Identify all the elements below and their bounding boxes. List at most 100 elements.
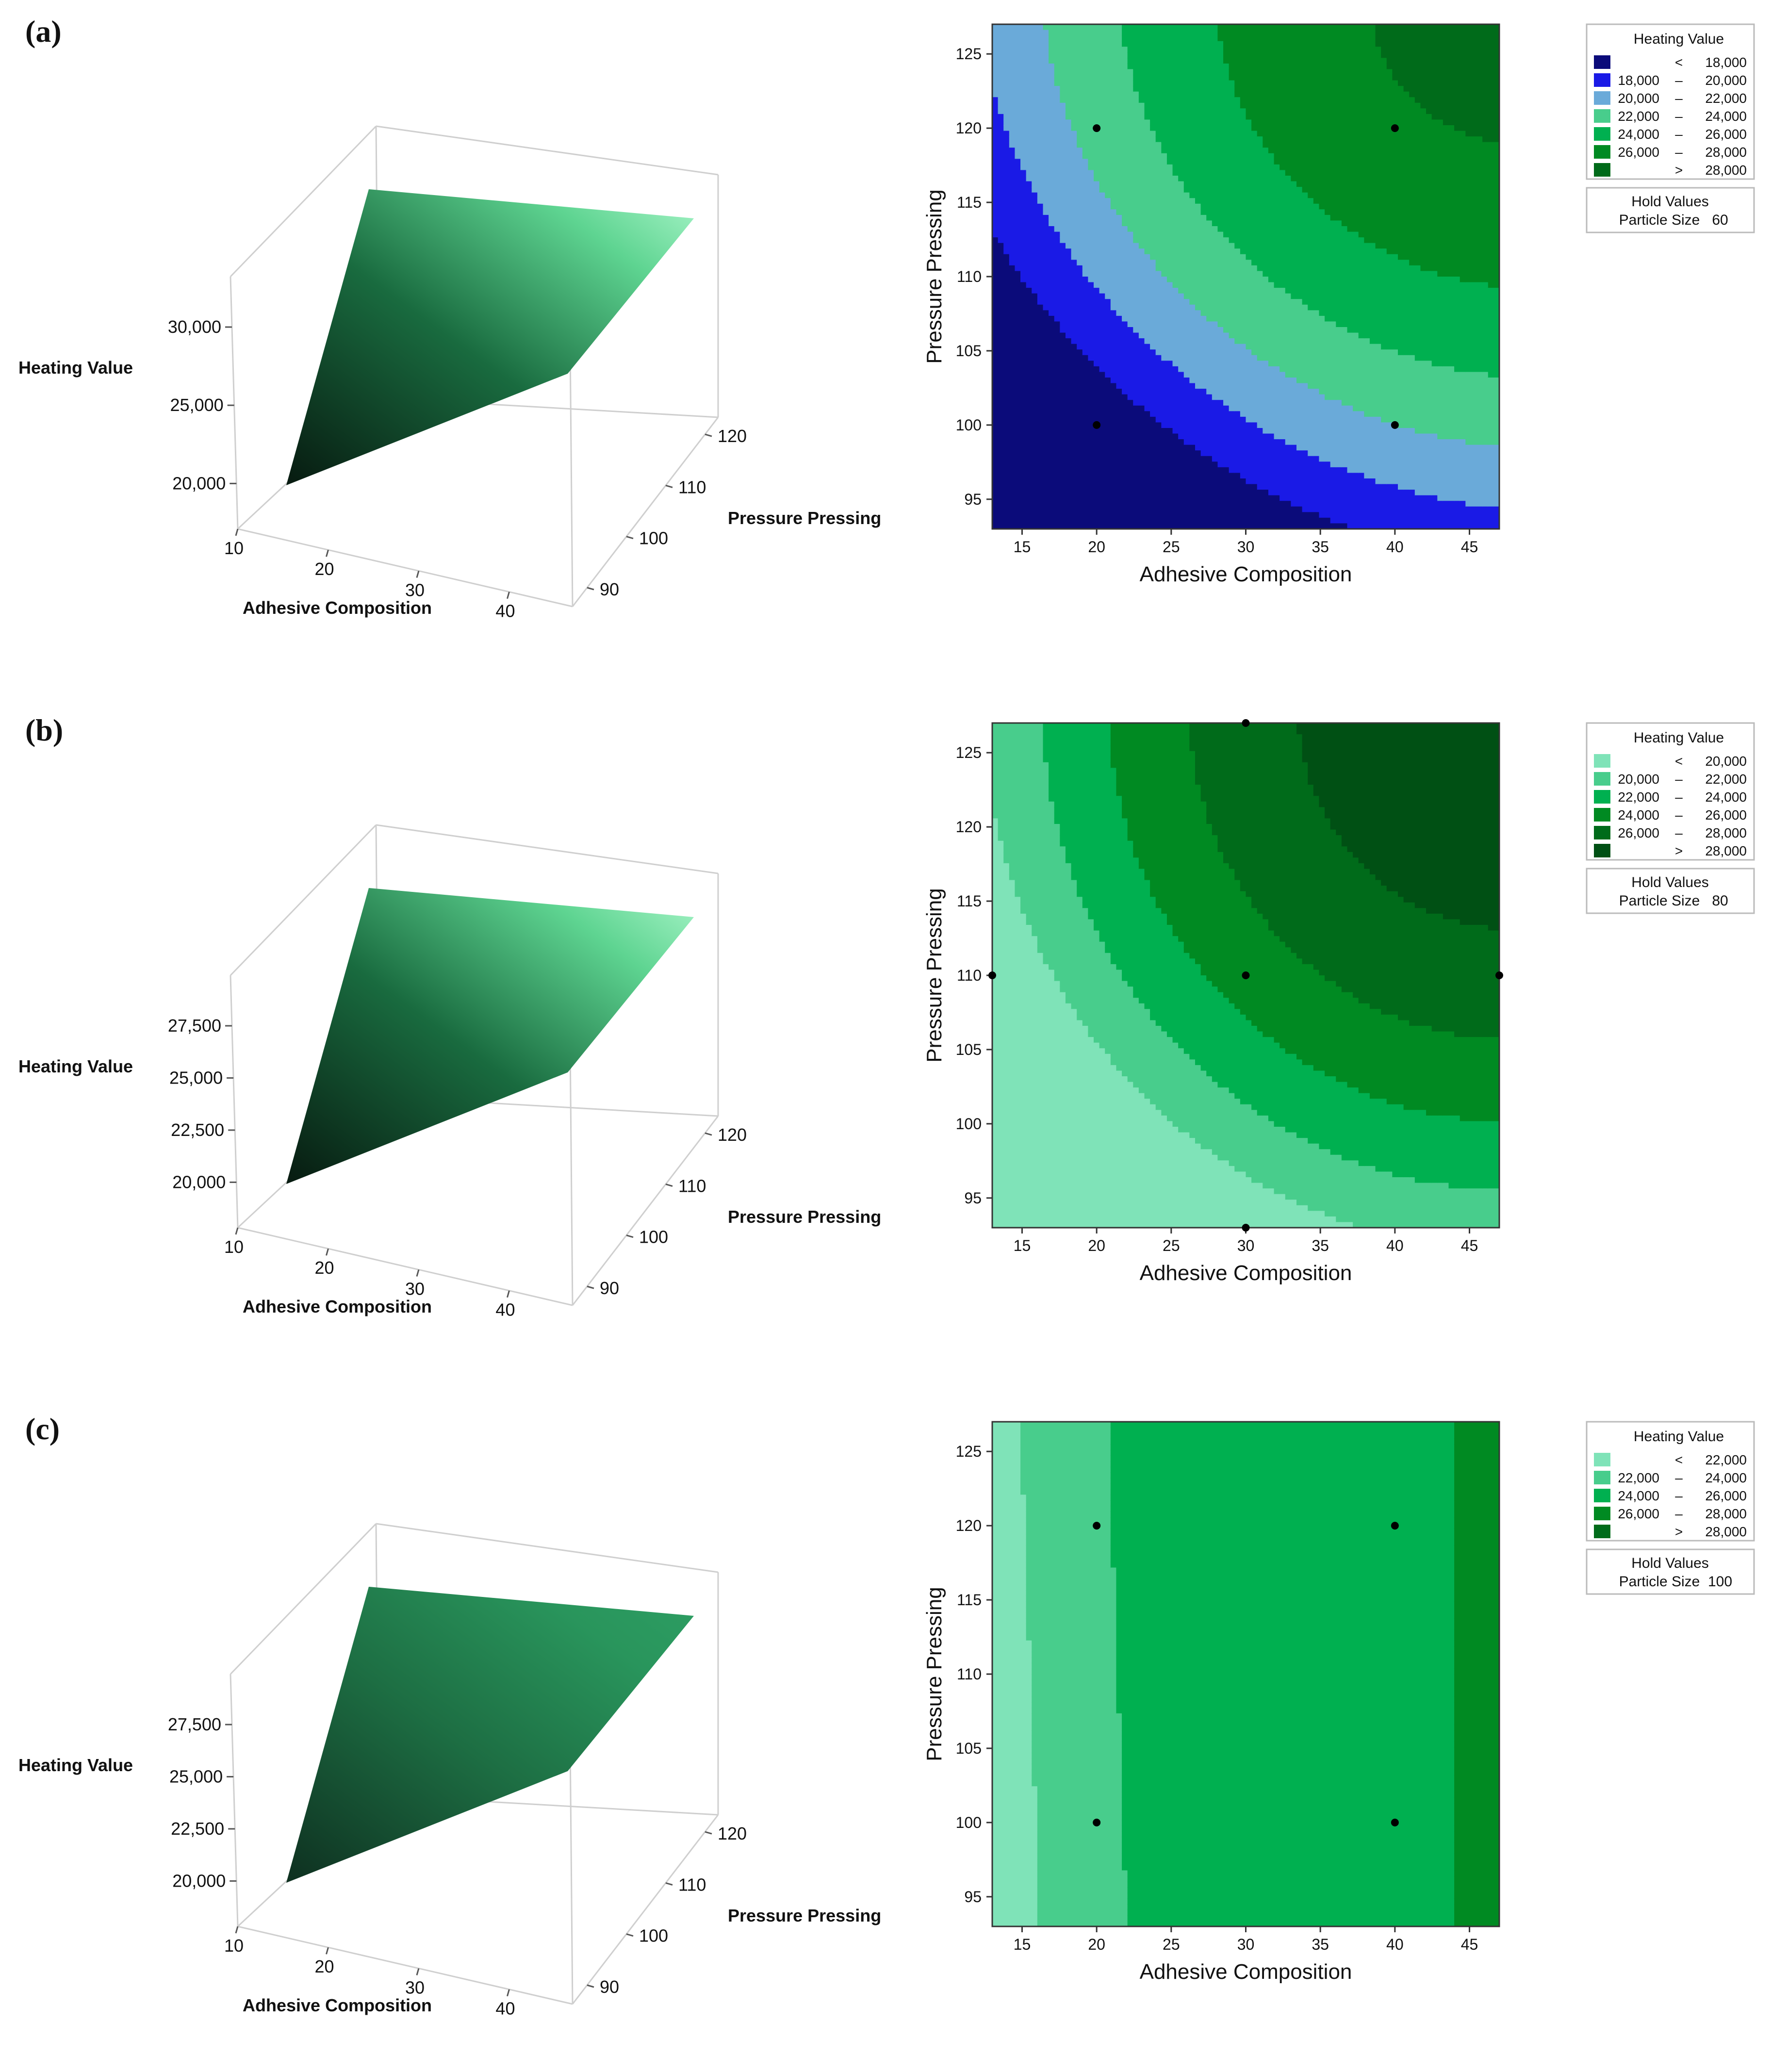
design-point (1495, 971, 1503, 979)
x-tick (507, 592, 509, 599)
hold-variable-label: Particle Size (1619, 1574, 1700, 1590)
hold-variable-value: 80 (1712, 893, 1728, 909)
y-axis-label: Pressure Pressing (728, 508, 881, 528)
y-tick-label: 120 (718, 1824, 747, 1843)
legend-low-value: 24,000 (1618, 807, 1659, 822)
y-tick (587, 1286, 594, 1288)
legend-high-value: 26,000 (1705, 1488, 1747, 1503)
x-tick-label: 20 (314, 559, 334, 579)
z-tick-label: 22,500 (171, 1819, 224, 1839)
contour-y-tick-label: 125 (956, 45, 982, 63)
legend-title: Heating Value (1634, 31, 1724, 47)
y-tick-label: 110 (678, 1176, 706, 1196)
hold-values-title: Hold Values (1631, 874, 1709, 890)
design-point (1391, 421, 1399, 429)
x-axis-label: Adhesive Composition (243, 598, 432, 618)
x-axis-label: Adhesive Composition (243, 1297, 432, 1316)
z-tick-label: 20,000 (172, 1871, 226, 1891)
x-axis-label: Adhesive Composition (243, 1995, 432, 2015)
y-tick-label: 90 (600, 579, 619, 599)
z-axis-label: Heating Value (18, 358, 133, 378)
legend-separator: – (1675, 91, 1683, 106)
design-point (1093, 1522, 1100, 1529)
legend-separator: – (1675, 807, 1683, 822)
x-tick (507, 1291, 509, 1298)
y-tick (587, 1985, 594, 1987)
legend-separator: – (1675, 109, 1683, 124)
contour-x-tick-label: 45 (1461, 1936, 1478, 1953)
y-tick (705, 1832, 712, 1834)
legend-swatch (1594, 55, 1610, 69)
contour-y-tick-label: 115 (957, 892, 982, 910)
legend-low-value: 20,000 (1618, 772, 1659, 787)
contour-y-tick-label: 110 (957, 1665, 982, 1683)
legend: Heating Value<18,00018,000–20,00020,000–… (1577, 0, 1788, 291)
contour-x-tick-label: 35 (1312, 538, 1329, 556)
z-tick-label: 27,500 (168, 1016, 221, 1036)
y-tick (587, 588, 594, 590)
legend-separator: – (1675, 825, 1683, 840)
contour-y-tick-label: 110 (957, 268, 982, 285)
legend-low-value: 18,000 (1618, 73, 1659, 88)
legend-swatch (1594, 1453, 1610, 1466)
x-tick (236, 1228, 238, 1234)
contour-x-axis-label: Adhesive Composition (1140, 562, 1352, 586)
z-tick-label: 25,000 (170, 395, 224, 415)
y-tick-label: 90 (600, 1278, 619, 1298)
legend-swatch (1594, 808, 1610, 822)
x-tick (417, 1968, 419, 1975)
legend-swatch (1594, 1525, 1610, 1538)
surface-plot-3d: 20,00022,50025,00027,5001020304090100110… (0, 1398, 912, 2072)
legend-swatch (1594, 1507, 1610, 1520)
contour-y-tick-label: 110 (957, 967, 982, 984)
design-point (988, 971, 996, 979)
hold-values-title: Hold Values (1631, 1555, 1709, 1571)
contour-y-tick-label: 100 (956, 1115, 982, 1133)
x-tick (236, 529, 238, 536)
design-point (1242, 1224, 1250, 1232)
contour-x-tick-label: 25 (1163, 1936, 1180, 1953)
response-surface (286, 1587, 694, 1883)
z-tick-label: 22,500 (171, 1120, 224, 1140)
legend-high-value: 28,000 (1705, 1524, 1747, 1539)
legend-high-value: 28,000 (1705, 145, 1747, 160)
legend-swatch (1594, 844, 1610, 857)
contour-y-tick-label: 120 (956, 818, 982, 836)
legend-low-value: 24,000 (1618, 1488, 1659, 1503)
x-tick-label: 20 (314, 1258, 334, 1278)
contour-x-tick-label: 30 (1237, 1237, 1255, 1254)
contour-x-tick-label: 15 (1014, 1237, 1031, 1254)
legend-swatch (1594, 73, 1610, 87)
contour-x-tick-label: 25 (1163, 1237, 1180, 1254)
design-point (1093, 421, 1100, 429)
contour-x-axis-label: Adhesive Composition (1140, 1261, 1352, 1285)
legend-separator: – (1675, 1506, 1683, 1521)
legend-swatch (1594, 145, 1610, 159)
legend-swatch (1594, 754, 1610, 768)
hold-variable-label: Particle Size (1619, 893, 1700, 909)
hold-variable-label: Particle Size (1619, 212, 1700, 228)
design-point (1093, 1819, 1100, 1826)
y-tick-label: 110 (678, 1875, 706, 1894)
z-tick-label: 27,500 (168, 1714, 221, 1734)
surface-plot-3d: 20,00022,50025,00027,5001020304090100110… (0, 699, 912, 1373)
y-tick (666, 1184, 673, 1186)
x-tick-label: 30 (405, 1977, 425, 1997)
y-axis-label: Pressure Pressing (728, 1207, 881, 1227)
legend-high-value: 26,000 (1705, 127, 1747, 142)
z-tick-label: 25,000 (169, 1068, 223, 1087)
y-tick-label: 110 (678, 477, 706, 497)
x-tick (507, 1990, 509, 1996)
contour-fill (992, 24, 1500, 529)
legend-high-value: 26,000 (1705, 807, 1747, 822)
hold-variable-value: 60 (1712, 212, 1728, 228)
design-point (1391, 124, 1399, 132)
contour-x-tick-label: 45 (1461, 1237, 1478, 1254)
y-tick-label: 90 (600, 1977, 619, 1997)
contour-y-tick-label: 115 (957, 1591, 982, 1609)
z-tick-label: 30,000 (168, 317, 221, 337)
y-tick-label: 120 (718, 426, 747, 446)
contour-y-axis-label: Pressure Pressing (922, 888, 946, 1062)
